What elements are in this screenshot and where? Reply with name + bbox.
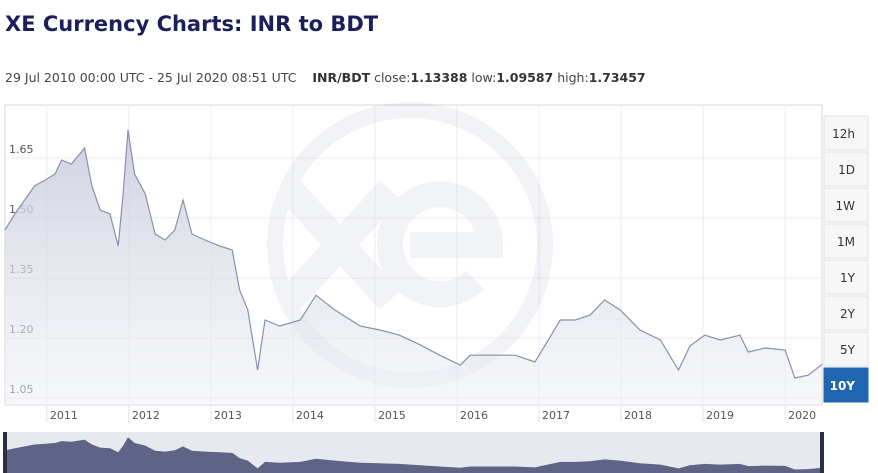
range-button[interactable] [823, 223, 869, 259]
x-tick-label: 2018 [624, 409, 652, 422]
range-button[interactable] [823, 151, 869, 187]
subtitle: 29 Jul 2010 00:00 UTC - 25 Jul 2020 08:5… [5, 70, 646, 85]
date-range: 29 Jul 2010 00:00 UTC - 25 Jul 2020 08:5… [5, 70, 297, 85]
stat-value: 1.73457 [588, 70, 646, 85]
x-tick-label: 2011 [50, 409, 78, 422]
page-title: XE Currency Charts: INR to BDT [5, 12, 379, 36]
navigator-handle[interactable] [820, 432, 824, 473]
stat-label: high: [557, 70, 589, 85]
range-buttons: 12h 1D 1W 1M 1Y 2Y 5Y 10Y [823, 115, 869, 403]
range-button[interactable] [823, 187, 869, 223]
range-button[interactable] [823, 295, 869, 331]
plot: 1.051.201.351.501.6520112012201320142015… [4, 129, 823, 422]
range-button-label[interactable]: 1D [838, 163, 855, 177]
navigator [5, 437, 822, 473]
x-tick-label: 2012 [132, 409, 160, 422]
x-tick-label: 2015 [378, 409, 406, 422]
stat-label: low: [471, 70, 497, 85]
range-button-label[interactable]: 12h [832, 127, 855, 141]
range-button-label[interactable]: 2Y [840, 307, 856, 321]
stat-value: 1.09587 [496, 70, 554, 85]
line [4, 129, 823, 379]
range-button-label[interactable]: 1M [837, 235, 855, 249]
area [5, 130, 822, 405]
range-button-label[interactable]: 5Y [840, 343, 856, 357]
range-button[interactable] [823, 115, 869, 151]
y-tick-label: 1.65 [9, 143, 34, 156]
navigator-handle[interactable] [3, 432, 7, 473]
area [5, 437, 822, 473]
range-button[interactable] [823, 331, 869, 367]
pair: INR/BDT [312, 70, 371, 85]
range-button-label[interactable]: 1W [836, 199, 856, 213]
range-button[interactable] [823, 259, 869, 295]
stats: close:1.13388 low:1.09587 high:1.73457 [374, 70, 646, 85]
x-tick-label: 2013 [214, 409, 242, 422]
x-tick-label: 2017 [542, 409, 570, 422]
x-tick-label: 2020 [788, 409, 816, 422]
x-tick-label: 2014 [296, 409, 324, 422]
x-tick-label: 2019 [706, 409, 734, 422]
x-tick-label: 2016 [460, 409, 488, 422]
range-button[interactable] [823, 367, 869, 403]
stat-value: 1.13388 [410, 70, 468, 85]
active-range-button-label[interactable]: 10Y [830, 379, 856, 393]
stat-label: close: [374, 70, 411, 85]
range-button-label[interactable]: 1Y [840, 271, 856, 285]
